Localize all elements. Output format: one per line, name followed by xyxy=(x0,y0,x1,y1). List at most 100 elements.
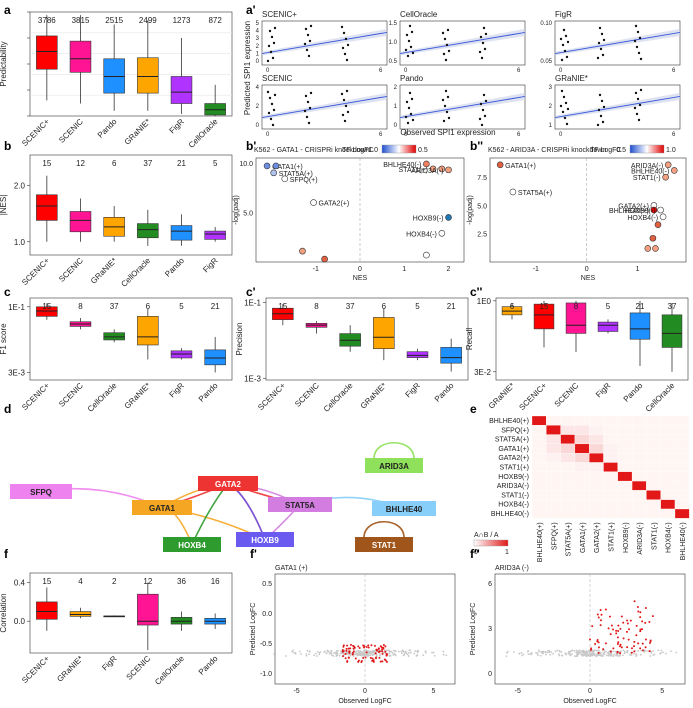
x-axis-title: Observed LogFC xyxy=(563,698,616,705)
tf-label: HOXB9(-) xyxy=(413,215,444,222)
heatmap-cell xyxy=(589,462,604,472)
heatmap-cell xyxy=(646,471,661,482)
tf-label: GATA2(+) xyxy=(618,203,649,210)
data-point xyxy=(404,48,408,52)
target-gene-point xyxy=(648,620,651,623)
data-point xyxy=(305,48,309,52)
data-point xyxy=(306,33,310,37)
gene-point xyxy=(613,653,616,656)
heatmap-cell xyxy=(603,480,618,491)
tf-label: STAT1(+) xyxy=(399,167,429,174)
data-point xyxy=(409,112,413,116)
heatmap-cell xyxy=(631,415,647,426)
tf-label: SFPQ(+) xyxy=(290,177,318,184)
target-gene-point xyxy=(344,657,347,660)
data-point xyxy=(478,117,482,121)
y-tick-label: 3E-3 xyxy=(8,368,25,377)
gene-point xyxy=(662,651,664,654)
tf-point xyxy=(670,167,678,174)
x-tick-label: 0 xyxy=(404,68,408,74)
x-tick-label: GRaNIE* xyxy=(123,117,153,147)
target-gene-point xyxy=(635,624,638,627)
y-tick-label: 5 xyxy=(256,21,260,27)
legend-max: 0.5 xyxy=(418,147,428,154)
box-count: 21 xyxy=(447,302,456,311)
gene-point xyxy=(652,654,655,656)
data-point xyxy=(346,43,350,47)
legend-min: -0.5 xyxy=(614,147,626,154)
heatmap-cell xyxy=(546,490,561,500)
x-tick-label: 0 xyxy=(363,688,367,695)
y-tick-label: -0.5 xyxy=(260,641,272,648)
box-count: 4 xyxy=(78,577,83,586)
gene-point xyxy=(560,651,563,653)
data-point xyxy=(598,93,602,97)
regression-line xyxy=(554,31,681,55)
gene-point xyxy=(635,654,638,656)
gene-point xyxy=(581,653,584,656)
gene-point xyxy=(521,654,523,657)
x-tick-label: CellOracle xyxy=(644,381,677,414)
target-gene-point xyxy=(365,651,368,654)
heatmap-cell xyxy=(674,480,690,491)
heatmap-cell xyxy=(617,453,633,463)
tf-point xyxy=(652,245,659,252)
plot-frame xyxy=(29,11,233,117)
y-tick-label: 0.4 xyxy=(14,579,26,588)
y-axis-title: -log(padj) xyxy=(233,195,240,225)
x-tick-label: CellOracle xyxy=(153,654,186,687)
network-node-label: GATA2 xyxy=(215,480,241,489)
target-gene-point xyxy=(618,645,621,648)
target-gene-point xyxy=(378,656,381,659)
target-gene-point xyxy=(371,657,374,660)
target-gene-point xyxy=(381,660,384,663)
target-gene-point xyxy=(590,647,593,650)
target-gene-point xyxy=(644,638,647,641)
box-Pando xyxy=(103,58,125,94)
panel-label-12: f'' xyxy=(470,547,480,561)
gene-point xyxy=(336,652,339,655)
data-point xyxy=(560,58,564,62)
boxplot-b: 15 SCENIC+ 12 SCENIC 6 GRaNIE* 37 CellOracle 21 P… xyxy=(0,154,233,289)
gene-point xyxy=(592,653,595,655)
heatmap-col-label: SFPQ(+) xyxy=(551,522,558,550)
target-gene-point xyxy=(372,660,375,663)
heatmap-cell xyxy=(560,425,576,435)
gene-point xyxy=(548,651,551,654)
tf-label: HOXB4(-) xyxy=(406,231,437,238)
target-gene-point xyxy=(607,627,610,630)
heatmap-cell xyxy=(589,415,604,426)
x-tick-label: SCENIC xyxy=(293,381,321,409)
tf-label: STAT5A(+) xyxy=(518,190,552,197)
box-count: 12 xyxy=(76,159,85,168)
target-gene-point xyxy=(599,619,602,622)
box-SCENIC+ xyxy=(36,35,58,70)
gene-point xyxy=(505,655,508,657)
heatmap-cell xyxy=(574,434,590,445)
gene-point xyxy=(548,649,551,652)
tf-point xyxy=(445,166,452,174)
gene-point xyxy=(538,650,540,653)
gene-point xyxy=(520,651,523,654)
data-point xyxy=(407,39,411,43)
heatmap-cell xyxy=(531,490,547,500)
heatmap-cell xyxy=(603,490,618,500)
gene-point xyxy=(308,653,310,656)
y-tick-label: 0.0 xyxy=(262,611,272,618)
data-point xyxy=(635,112,639,116)
data-point xyxy=(304,27,308,31)
tf-point xyxy=(299,247,306,255)
target-gene-point xyxy=(373,644,376,647)
tf-point xyxy=(281,175,289,183)
gene-point xyxy=(414,650,416,652)
target-gene-point xyxy=(353,646,356,649)
gene-point xyxy=(630,654,633,657)
target-gene-point xyxy=(616,636,619,639)
gene-point xyxy=(640,649,643,652)
panel-label-2: b xyxy=(4,139,11,153)
heatmap-cell xyxy=(574,415,590,426)
heatmap-cell xyxy=(646,480,661,491)
data-point xyxy=(269,117,273,121)
heatmap-col-label: STAT1(-) xyxy=(651,522,658,550)
x-tick-label: 6 xyxy=(379,68,383,74)
